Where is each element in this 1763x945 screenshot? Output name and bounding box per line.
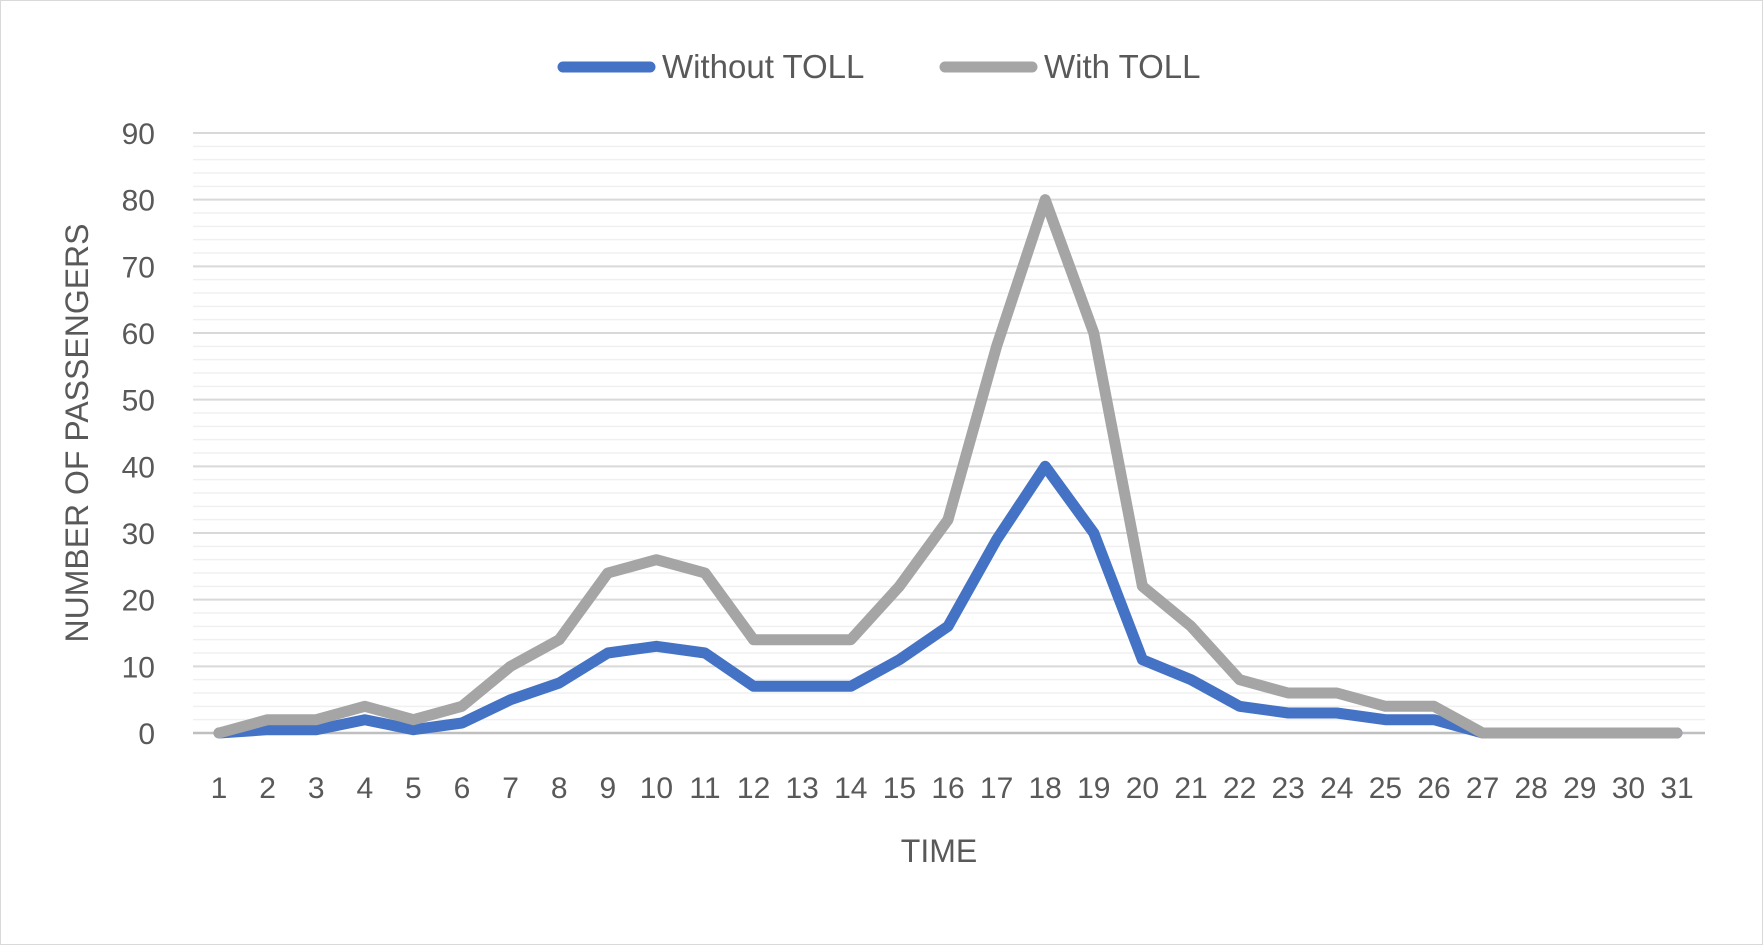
x-tick-label: 31 (1660, 772, 1693, 805)
x-tick-label: 18 (1029, 772, 1062, 805)
legend-label-without-toll: Without TOLL (662, 48, 864, 85)
series-line-without-toll (213, 460, 1683, 739)
x-tick-label: 24 (1320, 772, 1353, 805)
x-tick-label: 30 (1612, 772, 1645, 805)
legend-label-with-toll: With TOLL (1044, 48, 1201, 85)
series-line-with-toll (213, 194, 1683, 739)
y-tick-label: 70 (122, 251, 155, 284)
x-tick-label: 12 (737, 772, 770, 805)
x-tick-label: 5 (405, 772, 422, 805)
x-tick-label: 23 (1272, 772, 1305, 805)
x-tick-label: 11 (689, 772, 720, 805)
x-tick-label: 2 (259, 772, 276, 805)
y-tick-label: 80 (122, 185, 155, 218)
y-tick-label: 10 (122, 651, 155, 684)
x-tick-label: 6 (454, 772, 471, 805)
x-axis-tick-labels: 1 2 3 4 5 6 7 8 9 10 11 12 13 14 15 16 17 18 19 20 21 22 23 24 2… (211, 772, 1694, 805)
x-tick-label: 7 (502, 772, 519, 805)
y-tick-label: 20 (122, 585, 155, 618)
series-lines (213, 194, 1683, 739)
y-tick-label: 60 (122, 318, 155, 351)
x-tick-label: 17 (980, 772, 1013, 805)
x-tick-label: 4 (356, 772, 373, 805)
x-tick-label: 22 (1223, 772, 1256, 805)
x-tick-label: 26 (1417, 772, 1450, 805)
x-tick-label: 3 (308, 772, 325, 805)
x-tick-label: 15 (883, 772, 916, 805)
x-tick-label: 29 (1563, 772, 1596, 805)
y-tick-label: 40 (122, 451, 155, 484)
y-tick-label: 90 (122, 118, 155, 151)
y-tick-label: 0 (138, 718, 155, 751)
x-tick-label: 27 (1466, 772, 1499, 805)
x-tick-label: 14 (834, 772, 867, 805)
legend: Without TOLL With TOLL (557, 48, 1201, 85)
x-axis-title: TIME (901, 833, 977, 869)
x-tick-label: 1 (211, 772, 228, 805)
y-axis-title: NUMBER OF PASSENGERS (59, 223, 95, 642)
x-tick-label: 10 (640, 772, 673, 805)
x-tick-label: 16 (931, 772, 964, 805)
x-tick-label: 25 (1369, 772, 1402, 805)
y-tick-label: 50 (122, 385, 155, 418)
x-tick-label: 28 (1515, 772, 1548, 805)
minor-gridlines (193, 145, 1705, 721)
x-tick-label: 8 (551, 772, 568, 805)
y-axis-tick-labels: 0 10 20 30 40 50 60 70 80 90 (122, 118, 155, 751)
x-tick-label: 13 (786, 772, 819, 805)
y-tick-label: 30 (122, 518, 155, 551)
major-gridlines (193, 132, 1705, 735)
x-tick-label: 20 (1126, 772, 1159, 805)
x-tick-label: 19 (1077, 772, 1110, 805)
x-tick-label: 9 (599, 772, 616, 805)
x-tick-label: 21 (1174, 772, 1207, 805)
